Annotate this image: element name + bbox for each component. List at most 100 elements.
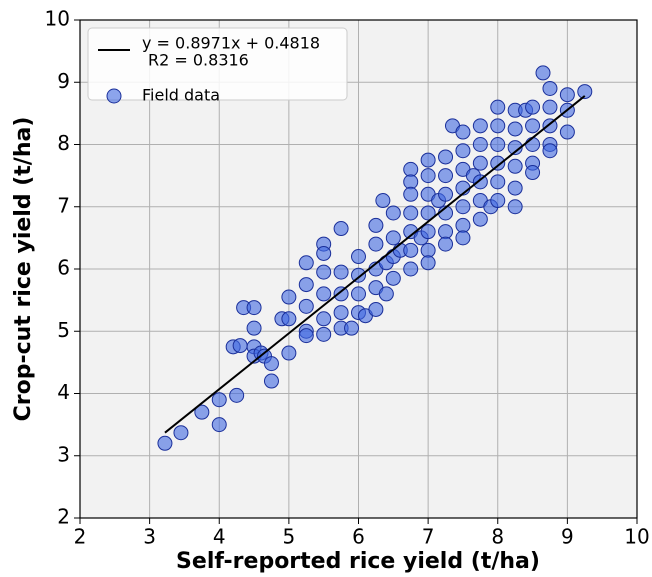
point [490, 155, 506, 171]
legend-marker [106, 88, 122, 104]
y-tick-label: 8 [57, 131, 70, 155]
point [281, 289, 297, 305]
point [344, 320, 360, 336]
y-tick-label: 10 [45, 7, 70, 31]
point [472, 211, 488, 227]
point [438, 149, 454, 165]
point [157, 435, 173, 451]
point [403, 242, 419, 258]
point [490, 174, 506, 190]
y-tick-label: 2 [57, 505, 70, 529]
point [194, 404, 210, 420]
point [298, 277, 314, 293]
point [472, 118, 488, 134]
x-tick-label: 8 [491, 525, 504, 549]
y-tick-label: 6 [57, 256, 70, 280]
fit-line [164, 95, 586, 434]
point [542, 80, 558, 96]
legend-box [87, 27, 348, 101]
point [420, 168, 436, 184]
point [525, 165, 541, 181]
x-tick-label: 6 [352, 525, 365, 549]
point [368, 236, 384, 252]
point [333, 286, 349, 302]
point [535, 65, 551, 81]
point [420, 152, 436, 168]
point [281, 311, 297, 327]
point [490, 193, 506, 209]
point [173, 425, 189, 441]
point [351, 249, 366, 265]
legend-label: y = 0.8971x + 0.4818 [142, 34, 320, 53]
point [455, 217, 471, 233]
point [246, 300, 262, 316]
point [559, 87, 575, 103]
point [403, 205, 419, 221]
point [333, 305, 349, 321]
point [375, 193, 391, 209]
point [577, 84, 593, 100]
legend-label: Field data [142, 86, 220, 105]
point [385, 205, 401, 221]
point [472, 137, 488, 152]
point [490, 118, 506, 134]
point [403, 186, 419, 202]
plot-frame [79, 19, 638, 519]
point [298, 328, 314, 344]
y-tick-label: 5 [57, 318, 70, 342]
point [507, 199, 523, 215]
point [455, 143, 471, 159]
point [316, 326, 332, 342]
point [298, 298, 314, 314]
point [368, 301, 384, 317]
point [507, 121, 523, 137]
point [333, 221, 349, 237]
point [490, 99, 506, 115]
point [472, 155, 488, 171]
point [525, 137, 541, 152]
point [246, 320, 262, 336]
point [333, 264, 349, 280]
point [438, 168, 454, 184]
point [542, 99, 558, 115]
x-tick-label: 3 [143, 525, 156, 549]
point [263, 373, 279, 389]
point [438, 186, 454, 202]
y-tick-label: 9 [57, 69, 70, 93]
point [420, 205, 436, 221]
y-tick-label: 7 [57, 193, 70, 217]
x-tick-label: 2 [74, 525, 87, 549]
point [455, 230, 471, 246]
point [472, 174, 488, 190]
point [298, 255, 314, 271]
point [420, 242, 436, 258]
point [403, 174, 419, 190]
point [403, 161, 419, 177]
x-tick-label: 7 [422, 525, 435, 549]
point [316, 245, 332, 261]
x-tick-label: 9 [561, 525, 574, 549]
legend-note: R2 = 0.8316 [148, 51, 249, 70]
point [403, 261, 419, 277]
point [232, 338, 248, 354]
point [525, 99, 541, 115]
point [229, 387, 245, 403]
y-axis-label: Crop-cut rice yield (t/ha) [11, 117, 36, 422]
point [211, 417, 227, 433]
point [507, 158, 523, 174]
point [316, 311, 332, 327]
point [507, 180, 523, 196]
point [385, 230, 401, 246]
point [420, 224, 436, 240]
point [542, 143, 558, 159]
y-tick-label: 3 [57, 442, 70, 466]
x-tick-label: 10 [624, 525, 649, 549]
point [490, 137, 506, 152]
point [368, 217, 384, 233]
point [316, 286, 332, 302]
point [420, 255, 436, 271]
point [378, 286, 394, 302]
point [385, 270, 401, 286]
point [211, 392, 227, 408]
